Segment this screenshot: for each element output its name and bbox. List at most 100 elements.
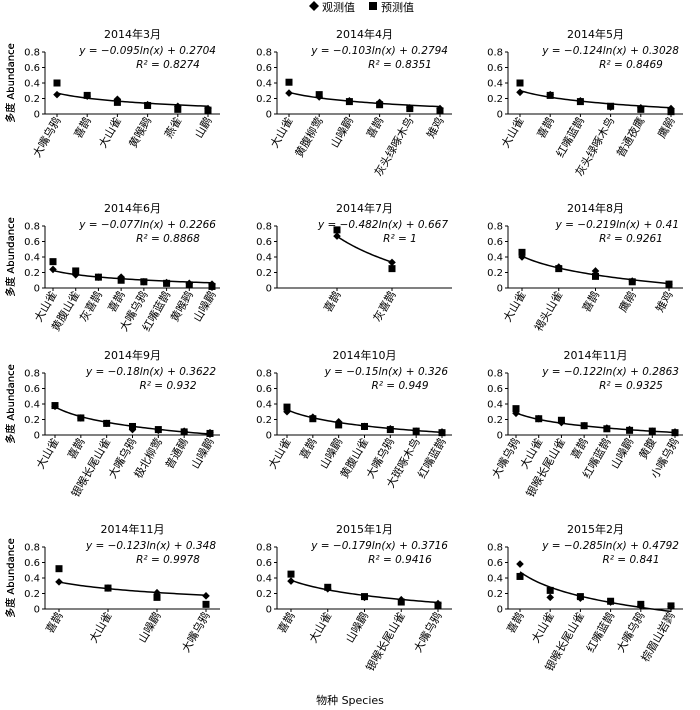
observed-point: [204, 104, 212, 113]
y-tick-label: 0.4: [256, 79, 272, 90]
observed-point: [516, 88, 524, 97]
fit-equation: y = −0.095ln(x) + 0.2704: [78, 45, 216, 57]
y-tick-label: 0.6: [487, 558, 503, 569]
legend-predicted-marker: [369, 2, 377, 10]
y-tick-label: 0.8: [24, 543, 40, 554]
observed-point: [554, 263, 563, 271]
category-label: 喜鹊: [296, 436, 319, 462]
category-label: 喜鹊: [579, 289, 602, 315]
y-tick-label: 0.8: [256, 369, 272, 380]
panel-title: 2014年6月: [104, 201, 161, 215]
observed-point: [283, 407, 291, 416]
observed-point: [438, 428, 446, 436]
legend: 观测值 预测值: [309, 1, 414, 14]
observed-point: [51, 402, 59, 411]
fit-r2: R² = 0.9325: [599, 380, 663, 392]
observed-point: [309, 413, 317, 421]
category-label: 喜鹊: [503, 610, 526, 636]
observed-point: [77, 414, 85, 422]
observed-point: [285, 89, 293, 97]
observed-point: [603, 424, 611, 432]
y-tick-label: 0.4: [487, 400, 503, 411]
panel-title: 2014年11月: [564, 348, 628, 362]
panel-title: 2015年1月: [336, 522, 393, 536]
y-tick-label: 0: [497, 431, 503, 442]
y-tick-label: 0: [497, 605, 503, 616]
fit-r2: R² = 0.8868: [136, 233, 200, 245]
y-tick-label: 0: [34, 110, 40, 121]
observed-point: [628, 277, 637, 285]
observed-point: [102, 419, 111, 428]
observed-point: [546, 593, 554, 602]
fit-equation: y = −0.122ln(x) + 0.2863: [541, 366, 679, 378]
y-tick-label: 0.2: [487, 589, 503, 600]
observed-point: [546, 90, 554, 99]
predicted-point: [283, 403, 291, 411]
predicted-point: [202, 600, 210, 608]
fit-r2: R² = 0.949: [371, 380, 428, 392]
predicted-point: [516, 572, 524, 580]
category-label: 大山雀: [86, 610, 115, 646]
observed-point: [53, 90, 61, 99]
panel-1: 2014年3月 0 0.2 0.4 0.6 0.8 大嘴乌鸦 喜鹊 大山雀 黄喉鹀 燕雀 山鹛 y = …: [4, 27, 220, 160]
category-label: 大山雀: [500, 289, 529, 325]
observed-point: [576, 594, 585, 602]
panel-title: 2014年10月: [333, 348, 397, 362]
panel-title: 2014年8月: [567, 201, 624, 215]
observed-point: [206, 428, 214, 437]
category-label: 大山雀: [528, 610, 557, 646]
y-axis-label: 多度 Abundance: [4, 538, 17, 618]
y-axis-label: 多度 Abundance: [4, 43, 17, 123]
category-label: 普通夜鹰: [613, 115, 647, 160]
category-label: 喜鹊: [568, 436, 591, 462]
fit-equation: y = −0.285ln(x) + 0.4792: [541, 540, 679, 552]
category-label: 喜鹊: [64, 436, 87, 462]
y-axis-label: 多度 Abundance: [4, 538, 17, 618]
observed-point: [576, 97, 585, 105]
category-label: 喜鹊: [320, 289, 343, 315]
observed-point: [388, 258, 396, 267]
observed-point: [512, 409, 520, 418]
category-label: 大嘴乌鸦: [488, 436, 522, 481]
y-tick-label: 0.8: [24, 48, 40, 59]
fit-curve: [52, 269, 213, 284]
predicted-point: [287, 570, 295, 578]
observed-point: [71, 271, 80, 279]
y-tick-label: 0.4: [24, 79, 40, 90]
predicted-point: [546, 586, 554, 594]
y-tick-label: 0.6: [487, 384, 503, 395]
y-tick-label: 0.2: [256, 268, 272, 279]
observed-point: [665, 280, 673, 288]
fit-r2: R² = 0.8469: [599, 59, 663, 71]
y-tick-label: 0.8: [487, 543, 503, 554]
predicted-point: [516, 79, 524, 87]
y-tick-label: 0.4: [256, 400, 272, 411]
observed-point: [434, 599, 442, 608]
y-tick-label: 0: [266, 110, 272, 121]
legend-observed-label: 观测值: [322, 1, 355, 14]
fit-equation: y = −0.15ln(x) + 0.326: [324, 366, 449, 378]
y-axis-label: 多度 Abundance: [4, 364, 17, 444]
y-tick-label: 0.8: [487, 222, 503, 233]
y-tick-label: 0.6: [24, 558, 40, 569]
panel-title: 2014年9月: [104, 348, 161, 362]
fit-r2: R² = 0.8351: [368, 59, 432, 71]
category-label: 灰喜鹊: [370, 289, 399, 325]
y-tick-label: 0.8: [487, 369, 503, 380]
observed-point: [55, 578, 63, 586]
observed-point: [606, 103, 615, 111]
observed-point: [648, 427, 657, 435]
fit-r2: R² = 0.9261: [599, 233, 663, 245]
fit-r2: R² = 0.9978: [136, 554, 200, 566]
predicted-point: [388, 265, 396, 273]
category-label: 黄喉鹀: [126, 115, 155, 151]
category-label: 褐头山雀: [531, 289, 565, 334]
y-tick-label: 0.4: [487, 574, 503, 585]
observed-point: [154, 426, 163, 435]
category-label: 山噪鹛: [190, 289, 219, 325]
y-tick-label: 0.8: [24, 222, 40, 233]
predicted-point: [592, 272, 599, 280]
